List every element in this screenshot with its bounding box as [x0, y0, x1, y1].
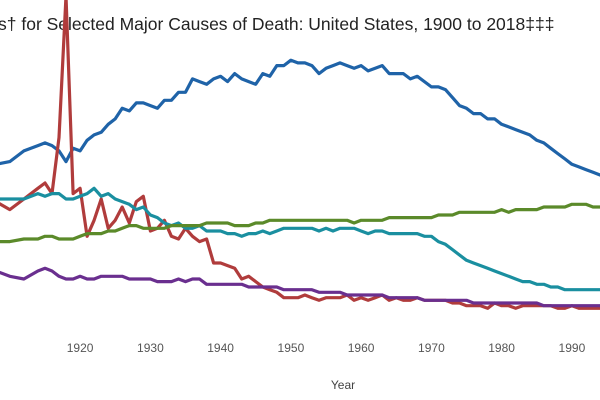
x-tick-label: 1940 — [207, 341, 234, 355]
x-tick-label: 1990 — [559, 341, 586, 355]
series-line-2 — [0, 0, 600, 310]
x-tick-label: 1920 — [67, 341, 94, 355]
chart-title: s† for Selected Major Causes of Death: U… — [0, 14, 555, 34]
x-axis-ticks: 1920 1930 1940 1950 1960 1970 1980 1990 — [67, 341, 586, 355]
series-line-3 — [0, 186, 600, 292]
series-line-1 — [0, 58, 600, 177]
series-layer — [0, 0, 600, 310]
series-line-5 — [0, 266, 600, 308]
x-tick-label: 1970 — [418, 341, 445, 355]
x-tick-label: 1980 — [488, 341, 515, 355]
x-tick-label: 1950 — [278, 341, 305, 355]
x-axis-label: Year — [331, 378, 355, 392]
series-line-4 — [0, 202, 600, 244]
x-tick-label: 1930 — [137, 341, 164, 355]
x-tick-label: 1960 — [348, 341, 375, 355]
